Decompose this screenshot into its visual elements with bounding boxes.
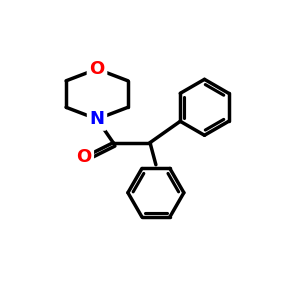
Text: O: O bbox=[89, 60, 105, 78]
Text: N: N bbox=[89, 110, 104, 128]
Text: O: O bbox=[76, 148, 92, 166]
